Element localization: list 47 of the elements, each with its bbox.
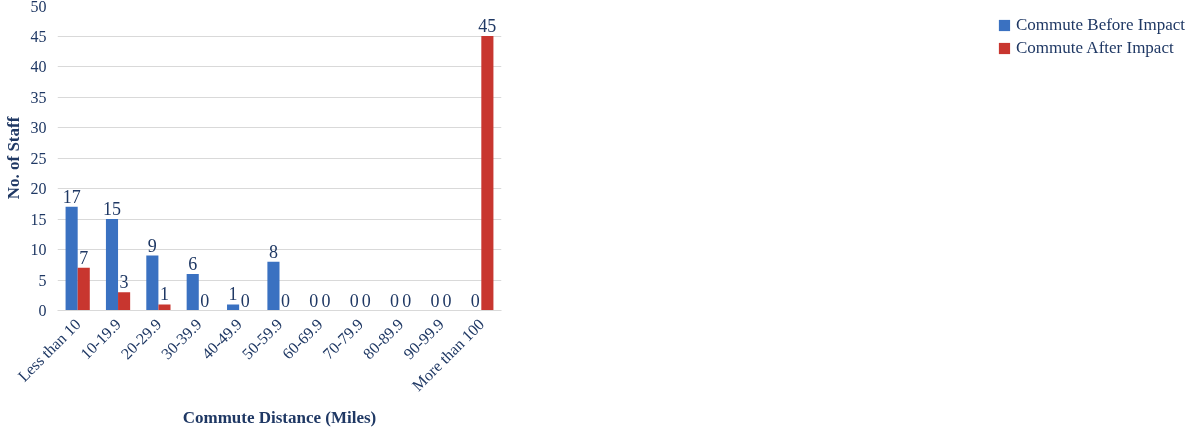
- legend-label: Commute Before Impact: [1015, 15, 1185, 35]
- bar: [118, 292, 131, 311]
- bar: [267, 261, 280, 311]
- y-tick-label: 35: [30, 88, 47, 106]
- data-label: 8: [268, 241, 278, 262]
- data-label: 0: [200, 290, 210, 311]
- data-label: 0: [442, 290, 452, 311]
- data-label: 0: [240, 290, 250, 311]
- legend-label: Commute After Impact: [1015, 38, 1174, 58]
- data-label: 17: [62, 186, 81, 207]
- data-label: 0: [402, 290, 412, 311]
- x-axis-title: Commute Distance (Miles): [182, 408, 377, 428]
- bar: [77, 267, 90, 311]
- y-tick-label: 50: [30, 0, 47, 15]
- data-label: 0: [430, 290, 440, 311]
- bar: [158, 304, 171, 311]
- data-label: 0: [309, 290, 319, 311]
- data-label: 7: [79, 247, 89, 268]
- bar: [481, 36, 494, 311]
- data-label: 1: [228, 284, 238, 305]
- data-label: 1: [159, 284, 169, 305]
- data-label: 9: [147, 235, 157, 256]
- data-label: 6: [188, 253, 198, 274]
- y-axis-title: No. of Staff: [3, 116, 23, 200]
- bar: [146, 255, 159, 311]
- data-label: 0: [321, 290, 331, 311]
- bar: [186, 273, 199, 311]
- data-label: 0: [390, 290, 400, 311]
- y-tick-label: 30: [30, 119, 47, 136]
- bar: [105, 219, 119, 311]
- y-tick-label: 0: [38, 302, 47, 319]
- y-tick-label: 5: [38, 271, 47, 289]
- data-label: 45: [478, 16, 497, 36]
- data-label: 0: [470, 290, 480, 311]
- y-tick-label: 40: [30, 58, 47, 75]
- y-tick-label: 20: [30, 180, 47, 197]
- bar: [227, 304, 240, 311]
- data-label: 0: [281, 290, 291, 311]
- data-label: 3: [119, 272, 129, 293]
- y-tick-label: 15: [30, 210, 47, 228]
- data-label: 15: [102, 199, 121, 219]
- bar: [65, 206, 78, 311]
- data-label: 0: [361, 290, 371, 311]
- data-label: 0: [349, 290, 359, 311]
- y-tick-label: 25: [30, 149, 47, 167]
- y-tick-label: 10: [30, 241, 47, 258]
- y-tick-label: 45: [30, 27, 47, 45]
